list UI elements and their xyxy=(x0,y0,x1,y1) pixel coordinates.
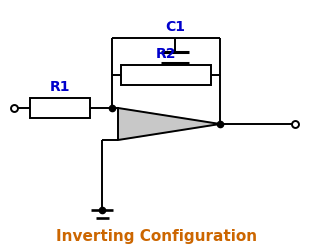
Bar xyxy=(30,98,90,118)
Bar xyxy=(121,65,211,85)
Text: C1: C1 xyxy=(165,20,185,34)
Polygon shape xyxy=(118,108,220,140)
Text: R2: R2 xyxy=(156,47,176,61)
Text: Inverting Configuration: Inverting Configuration xyxy=(57,229,257,244)
Text: R1: R1 xyxy=(50,80,70,94)
